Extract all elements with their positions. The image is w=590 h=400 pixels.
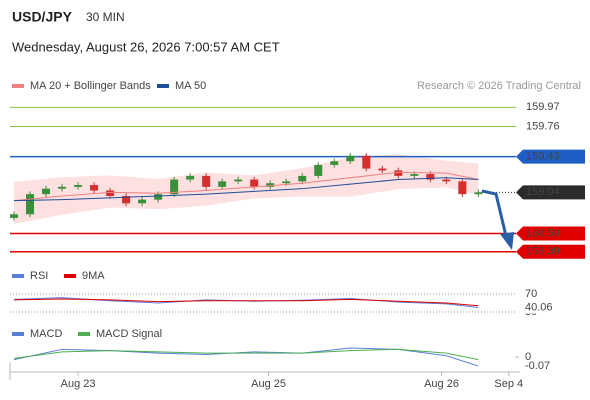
legend-label: MA 50	[175, 80, 206, 92]
indicator-line	[13, 348, 479, 361]
interval: 30 MIN	[86, 10, 125, 24]
legend-swatch	[78, 332, 90, 336]
legend-swatch	[12, 274, 24, 278]
candle-body	[314, 164, 323, 176]
candle-body	[90, 185, 99, 191]
legend-label: RSI	[30, 270, 48, 282]
candle-body	[58, 186, 67, 189]
candle-body	[474, 192, 483, 195]
candle-body	[250, 179, 259, 187]
candle-body	[266, 183, 275, 187]
candle-body	[186, 175, 195, 180]
candle-body	[154, 194, 163, 200]
candle-body	[362, 155, 371, 169]
legend-label: MACD Signal	[96, 328, 162, 340]
candle-body	[378, 168, 387, 171]
legend-swatch	[12, 84, 24, 88]
legend-label: MACD	[30, 328, 62, 340]
price-label: 158.59	[526, 227, 560, 239]
candle-body	[138, 199, 147, 204]
candle-body	[10, 214, 19, 218]
arrow-head	[500, 232, 514, 250]
ma-line	[13, 177, 479, 202]
source: Research © 2026 Trading Central	[417, 80, 581, 92]
price-label: 159.76	[526, 120, 560, 132]
last-value-bg	[522, 360, 556, 373]
candle-body	[394, 170, 403, 176]
last-value: -0.07	[525, 360, 550, 372]
candle-body	[458, 181, 467, 195]
arrow-line	[481, 189, 508, 237]
bollinger-band	[14, 154, 479, 224]
legend-swatch	[64, 274, 76, 278]
price-label: 159.04	[526, 186, 560, 198]
x-tick-label: Aug 26	[424, 378, 459, 390]
candle-body	[26, 194, 35, 215]
candle-body	[426, 174, 435, 180]
price-label-box	[516, 149, 585, 164]
legend-label: 9MA	[82, 270, 105, 282]
bollinger-lower	[13, 186, 479, 224]
candle-body	[410, 174, 419, 176]
x-tick-label: Aug 25	[251, 378, 286, 390]
legend-swatch	[12, 332, 24, 336]
last-value: 40.06	[525, 301, 553, 313]
candle-body	[106, 190, 115, 196]
candle-body	[346, 155, 355, 162]
price-label-box	[516, 226, 585, 241]
candle-body	[170, 179, 179, 195]
candle-body	[442, 179, 451, 182]
price-label-box	[516, 185, 585, 200]
datetime: Wednesday, August 26, 2026 7:00:57 AM CE…	[12, 39, 280, 54]
last-value-bg	[522, 301, 556, 314]
legend-swatch	[157, 84, 169, 88]
candle-body	[202, 175, 211, 187]
ma-line	[13, 171, 479, 202]
x-tick-label: Sep 4	[494, 378, 523, 390]
symbol: USD/JPY	[12, 9, 73, 25]
candle-body	[330, 161, 339, 165]
y-tick-label: 70	[525, 288, 537, 300]
forecast-arrow	[481, 189, 514, 250]
candle-body	[234, 179, 243, 182]
candle-body	[42, 188, 51, 195]
indicator-line	[13, 347, 479, 367]
x-tick-label: Aug 23	[61, 378, 96, 390]
candle-body	[298, 175, 307, 182]
legend-label: MA 20 + Bollinger Bands	[30, 80, 151, 92]
candle-body	[282, 181, 291, 184]
price-label: 159.97	[526, 101, 560, 113]
indicator-line	[13, 298, 479, 307]
y-tick-label: 0	[525, 351, 531, 363]
price-label-box	[516, 244, 585, 259]
candle-body	[74, 185, 83, 187]
candle-body	[218, 181, 227, 187]
price-label: 158.39	[526, 246, 560, 258]
candle-body	[122, 196, 131, 204]
price-label: 159.43	[526, 151, 560, 163]
